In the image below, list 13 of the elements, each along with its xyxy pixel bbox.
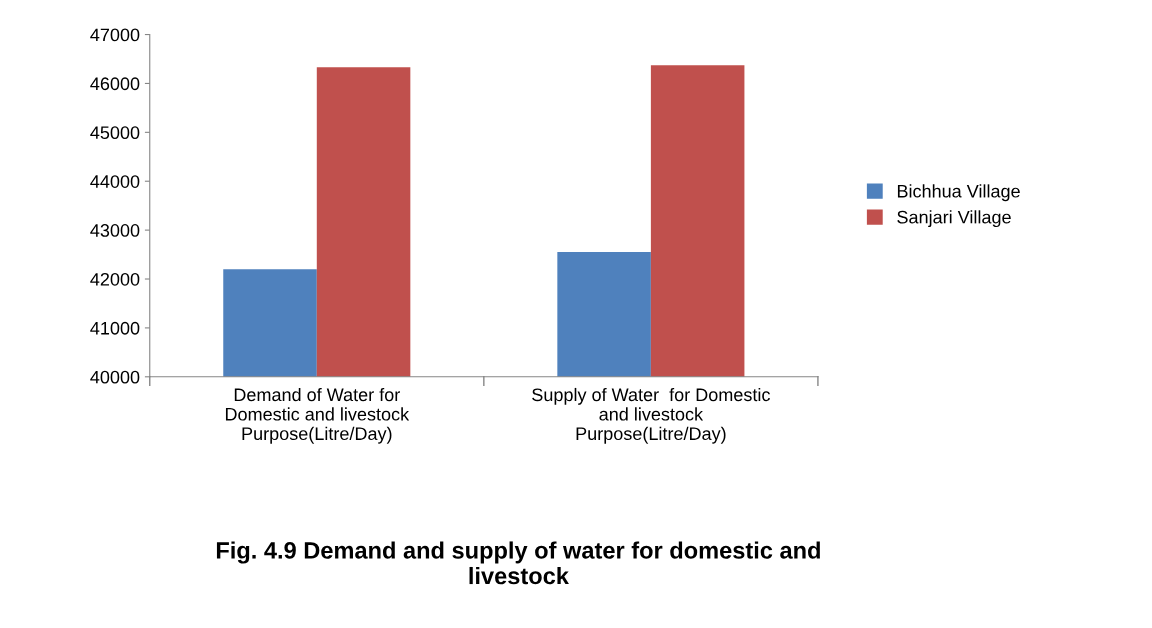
y-tick-label: 45000	[90, 126, 140, 140]
legend-label: Bichhua Village	[897, 184, 1020, 202]
y-tick-label: 41000	[90, 321, 140, 335]
y-tick-label: 46000	[90, 77, 140, 91]
text: Fig. 4.9 Demand and supply of water for domestic and livestock	[216, 541, 820, 585]
y-tick-label: 44000	[90, 175, 140, 188]
x-tick-label: Demand of Water for Domestic and livestock Purpose(Litre/Day)	[225, 387, 410, 444]
y-tick-label: 43000	[90, 224, 140, 237]
legend-label: Sanjari Village	[897, 210, 1011, 228]
x-tick-label: Supply of Water for Domestic and livestock Purpose(Litre/Day)	[532, 387, 770, 444]
y-tick-label: 40000	[90, 370, 140, 384]
y-tick-label: 47000	[90, 28, 140, 42]
y-tick-label: 42000	[90, 272, 140, 286]
